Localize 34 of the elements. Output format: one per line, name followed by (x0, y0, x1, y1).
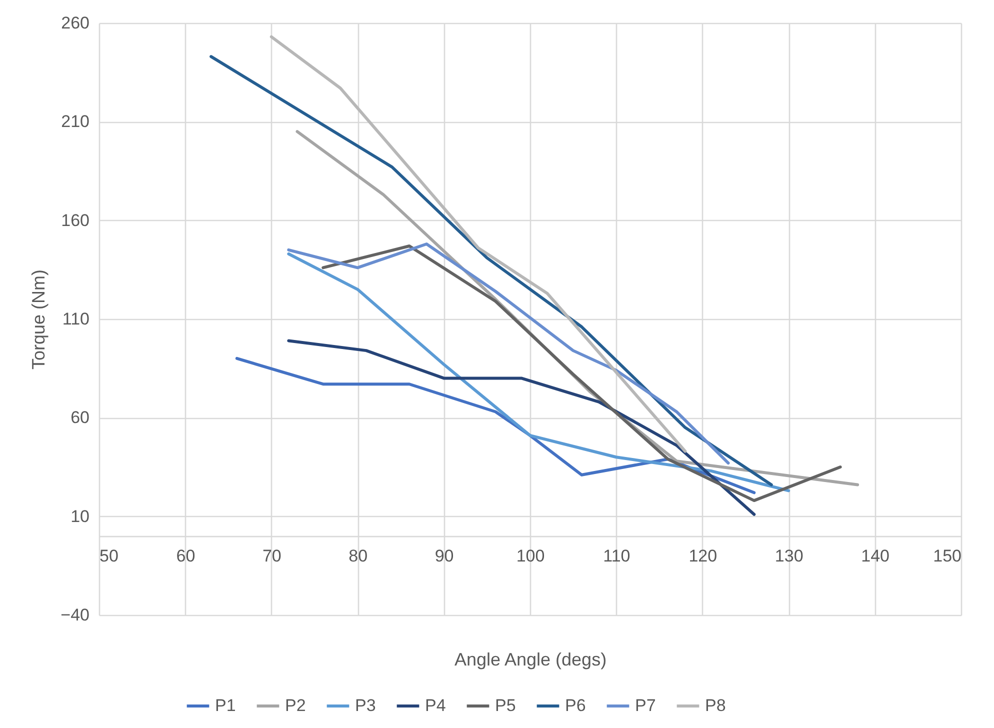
x-tick-label: 80 (348, 546, 368, 566)
y-tick-label: −40 (60, 606, 90, 624)
x-tick-label: 130 (774, 546, 804, 566)
legend-label: P2 (285, 696, 306, 715)
y-tick-label: 160 (61, 210, 90, 230)
y-axis-title: Torque (Nm) (28, 269, 49, 370)
x-tick-label: 110 (603, 546, 630, 566)
line-series (322, 244, 842, 502)
legend-label: P5 (495, 696, 516, 715)
x-tick-label: 140 (861, 546, 890, 566)
x-tick-label: 60 (176, 546, 196, 566)
x-tick-label: 120 (688, 546, 718, 566)
x-axis-title: Angle Angle (degs) (454, 650, 607, 670)
line-series (287, 252, 790, 492)
line-series (210, 55, 773, 486)
legend-label: P6 (565, 696, 586, 715)
y-tick-label: 60 (70, 408, 90, 428)
legend-label: P1 (215, 696, 236, 715)
x-tick-label: 150 (933, 546, 962, 566)
x-tick-label: 100 (516, 546, 545, 566)
line-series (270, 35, 687, 453)
legend-label: P3 (355, 696, 376, 715)
y-tick-label: 10 (70, 506, 90, 526)
legend-label: P7 (635, 696, 656, 715)
x-tick-label: 90 (434, 546, 454, 566)
line-series (287, 339, 756, 516)
y-tick-label: 110 (62, 310, 90, 328)
line-series (287, 242, 730, 465)
y-tick-label: 260 (61, 14, 90, 32)
legend-label: P4 (425, 696, 446, 715)
y-tick-label: 210 (61, 112, 90, 132)
x-tick-label: 50 (100, 546, 118, 566)
legend-label: P8 (705, 696, 726, 715)
x-tick-label: 70 (262, 546, 282, 566)
